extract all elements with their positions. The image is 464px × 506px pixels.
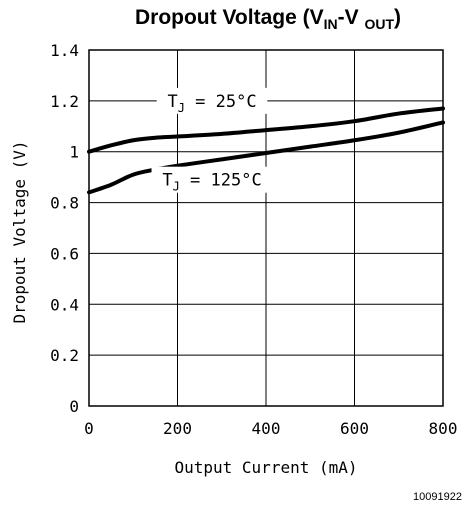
chart-title: Dropout Voltage (VIN-V OUT) (135, 6, 401, 32)
x-tick-label: 600 (340, 419, 369, 438)
series-lines (87, 106, 445, 195)
y-tick-label: 1 (69, 143, 79, 162)
annotation-background (156, 87, 268, 114)
y-tick-label: 1.2 (50, 92, 79, 111)
series-annotations: TJ = 25°C TJ = 125°C (151, 87, 273, 194)
x-tick-labels: 0 200 400 600 800 (84, 419, 457, 438)
x-tick-label: 200 (163, 419, 192, 438)
y-tick-label: 0.6 (50, 244, 79, 263)
series-line-1 (87, 120, 445, 195)
series-annotation-0: TJ = 25°C (167, 92, 256, 115)
x-axis-title: Output Current (mA) (174, 458, 357, 477)
y-tick-labels: 0 0.2 0.4 0.6 0.8 1 1.2 1.4 (50, 41, 79, 416)
figure-id: 10091922 (413, 491, 462, 503)
x-tick-label: 0 (84, 419, 94, 438)
y-tick-label: 0.8 (50, 194, 79, 213)
y-tick-label: 0.2 (50, 346, 79, 365)
y-axis-title: Dropout Voltage (V) (10, 140, 29, 323)
y-tick-label: 0 (69, 397, 79, 416)
x-tick-label: 800 (429, 419, 458, 438)
y-tick-label: 1.4 (50, 41, 79, 60)
series-annotation-1: TJ = 125°C (162, 171, 261, 194)
plot-frame (88, 49, 444, 407)
series-line-0 (87, 106, 445, 154)
x-tick-label: 400 (252, 419, 281, 438)
y-tick-label: 0.4 (50, 295, 79, 314)
annotation-background (151, 166, 273, 193)
